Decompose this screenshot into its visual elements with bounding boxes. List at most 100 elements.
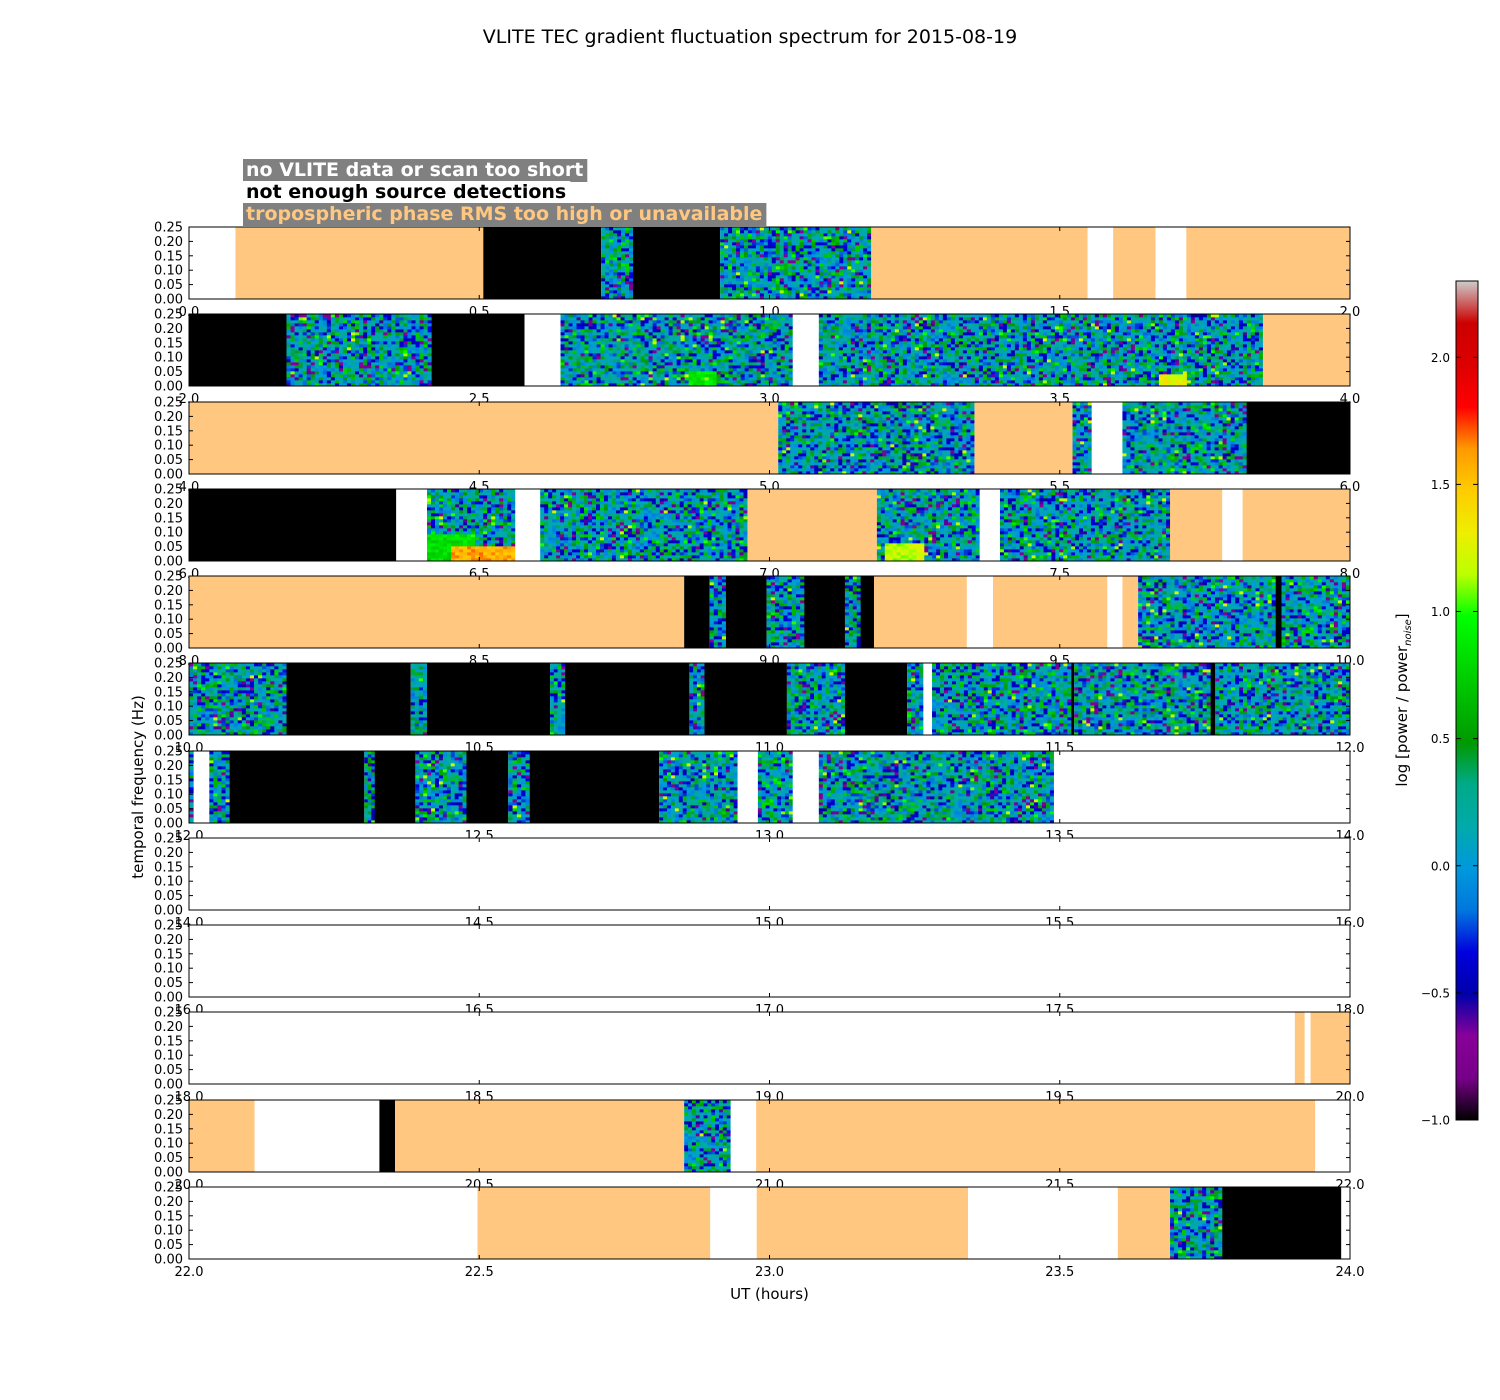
spectrum-cell — [743, 263, 749, 267]
spectrum-cell — [775, 248, 781, 252]
spectrum-cell — [771, 239, 777, 243]
spectrum-cell — [351, 341, 356, 345]
spectrum-cell — [1074, 371, 1080, 375]
spectrum-cell — [930, 377, 936, 381]
spectrum-cell — [656, 341, 661, 345]
spectrum-cell — [886, 317, 892, 321]
spectrum-cell — [962, 356, 968, 360]
spectrum-cell — [767, 245, 773, 249]
spectrum-cell — [886, 383, 892, 387]
spectrum-segment — [818, 314, 1264, 387]
spectrum-cell — [843, 248, 848, 252]
spectrum-cell — [601, 272, 606, 276]
spectrum-cell — [748, 377, 754, 381]
spectrum-cell — [851, 242, 856, 246]
spectrum-cell — [403, 383, 408, 387]
spectrum-cell — [600, 359, 605, 363]
spectrum-cell — [568, 314, 573, 318]
spectrum-cell — [601, 230, 606, 234]
spectrum-cell — [866, 371, 872, 375]
spectrum-cell — [962, 329, 968, 333]
spectrum-cell — [656, 371, 661, 375]
spectrum-cell — [427, 344, 432, 348]
spectrum-cell — [351, 317, 356, 321]
spectrum-cell — [826, 326, 832, 330]
spectrum-cell — [322, 344, 328, 348]
spectrum-cell — [407, 365, 412, 369]
spectrum-cell — [310, 338, 316, 342]
spectrum-cell — [403, 362, 408, 366]
spectrum-cell — [620, 332, 625, 336]
spectrum-cell — [748, 365, 754, 369]
spectrum-cell — [740, 371, 746, 375]
spectrum-cell — [608, 362, 613, 366]
spectrum-cell — [1078, 353, 1084, 357]
spectrum-cell — [764, 338, 770, 342]
spectrum-cell — [306, 383, 312, 387]
spectrum-cell — [764, 323, 770, 327]
spectrum-cell — [747, 254, 753, 258]
spectrum-cell — [330, 380, 336, 384]
spectrum-cell — [419, 326, 424, 330]
spectrum-cell — [764, 368, 770, 372]
spectrum-cell — [629, 239, 634, 243]
spectrum-cell — [601, 290, 606, 294]
spectrum-cell — [767, 248, 773, 252]
spectrum-cell — [834, 380, 840, 384]
spectrum-cell — [822, 341, 828, 345]
spectrum-cell — [302, 374, 308, 378]
spectrum-cell — [580, 329, 585, 333]
spectrum-cell — [839, 272, 844, 276]
spectrum-cell — [938, 344, 944, 348]
spectrum-cell — [708, 335, 713, 339]
spectrum-cell — [740, 263, 745, 267]
spectrum-cell — [755, 260, 761, 264]
spectrum-cell — [851, 248, 856, 252]
spectrum-cell — [764, 374, 770, 378]
spectrum-cell — [688, 359, 693, 363]
spectrum-cell — [1030, 362, 1036, 366]
spectrum-cell — [744, 335, 750, 339]
spectrum-cell — [783, 251, 789, 255]
spectrum-cell — [827, 251, 832, 255]
spectrum-cell — [395, 320, 400, 324]
spectrum-cell — [1050, 344, 1056, 348]
spectrum-cell — [720, 296, 725, 300]
spectrum-cell — [878, 317, 884, 321]
spectrum-cell — [355, 314, 360, 318]
spectrum-cell — [863, 278, 868, 282]
spectrum-cell — [826, 374, 832, 378]
spectrum-cell — [367, 377, 372, 381]
spectrum-cell — [371, 314, 376, 318]
spectrum-cell — [427, 374, 432, 378]
spectrum-cell — [712, 356, 717, 360]
spectrum-cell — [818, 344, 824, 348]
spectrum-cell — [898, 344, 904, 348]
spectrum-cell — [799, 269, 804, 273]
spectrum-cell — [704, 338, 709, 342]
spectrum-cell — [878, 368, 884, 372]
spectrum-cell — [326, 347, 332, 351]
spectrum-cell — [608, 368, 613, 372]
spectrum-cell — [629, 236, 634, 240]
spectrum-cell — [764, 383, 770, 387]
spectrum-cell — [858, 383, 864, 387]
spectrum-cell — [688, 329, 693, 333]
spectrum-cell — [902, 314, 908, 318]
spectrum-cell — [831, 245, 836, 249]
spectrum-cell — [342, 368, 348, 372]
spectrum-cell — [1078, 350, 1084, 354]
spectrum-cell — [970, 359, 976, 363]
spectrum-cell — [399, 326, 404, 330]
spectrum-cell — [819, 278, 824, 282]
spectrum-cell — [831, 227, 836, 231]
spectrum-cell — [950, 359, 956, 363]
spectrum-cell — [359, 323, 364, 327]
spectrum-cell — [617, 260, 622, 264]
spectrum-cell — [866, 374, 872, 378]
spectrum-cell — [668, 365, 673, 369]
spectrum-cell — [760, 365, 766, 369]
spectrum-cell — [843, 257, 848, 261]
spectrum-cell — [668, 368, 673, 372]
spectrum-cell — [1030, 347, 1036, 351]
